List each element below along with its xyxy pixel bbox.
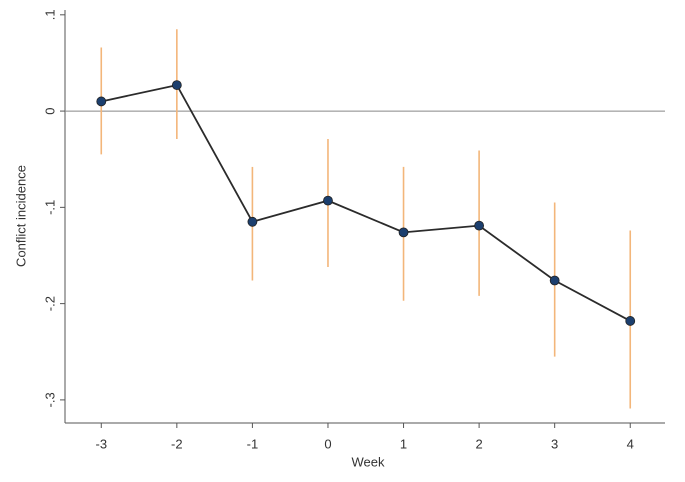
y-tick-label: -.3 xyxy=(42,392,57,407)
point xyxy=(96,96,107,107)
series-line xyxy=(101,84,631,322)
x-tick-label: 3 xyxy=(551,436,558,451)
point xyxy=(323,195,333,206)
y-tick-label: -.2 xyxy=(42,296,57,311)
y-tick-label: 0 xyxy=(42,107,57,114)
x-tick-label: -1 xyxy=(247,436,259,451)
point xyxy=(474,220,485,231)
x-axis-label: Week xyxy=(352,454,385,469)
point xyxy=(549,275,560,286)
x-tick-label: 0 xyxy=(324,436,331,451)
x-tick-label: -2 xyxy=(171,436,183,451)
x-tick-label: -3 xyxy=(95,436,107,451)
y-tick-label: -.1 xyxy=(42,200,57,215)
point xyxy=(398,227,409,238)
point xyxy=(247,216,258,227)
y-tick-label: .1 xyxy=(42,9,57,20)
x-tick-label: 1 xyxy=(400,436,407,451)
point xyxy=(171,80,182,90)
y-axis-label: Conflict incidence xyxy=(13,165,28,267)
x-tick-label: 4 xyxy=(627,436,634,451)
x-tick-label: 2 xyxy=(475,436,482,451)
point xyxy=(625,316,636,326)
